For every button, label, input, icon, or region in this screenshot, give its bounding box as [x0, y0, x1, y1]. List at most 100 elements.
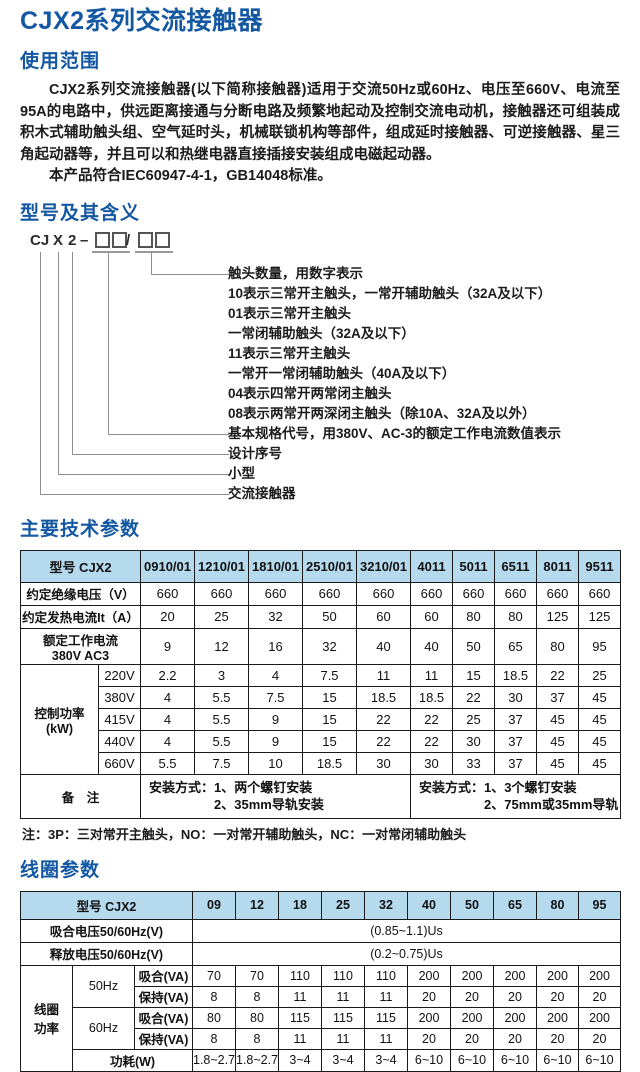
- cell: 6511: [494, 549, 538, 583]
- cell: 30: [494, 685, 538, 709]
- cell: 45: [578, 685, 622, 709]
- connector-line-contacts: [151, 251, 229, 275]
- cell: 115: [278, 1006, 322, 1029]
- cell: 22: [452, 685, 496, 709]
- model-label-line: 基本规格代号，用380V、AC-3的额定工作电流数值表示: [228, 425, 562, 441]
- connector-line-series: [72, 251, 229, 455]
- cell: 2.2: [140, 663, 196, 687]
- cell: 200: [536, 1006, 579, 1029]
- cell: 37: [494, 729, 538, 753]
- row-label-cell: 60Hz: [72, 1006, 135, 1050]
- cell: 660: [410, 581, 454, 606]
- table-row: 60Hz 吸合(VA) 80 80 115 115 115 200 200 20…: [21, 1006, 621, 1050]
- main-params-table: 型号 CJX2 0910/01 1210/01 1810/01 2510/01 …: [19, 549, 622, 819]
- cell: 115: [321, 1006, 365, 1029]
- cell: 7.5: [302, 663, 358, 687]
- cell: 660: [452, 581, 496, 606]
- model-label-line: 一常闭辅助触头（32A及以下）: [228, 325, 415, 341]
- row-label-cell: 吸合电压50/60Hz(V): [20, 918, 193, 943]
- row-label-cell: 备 注: [19, 773, 142, 819]
- cell: 20: [493, 1027, 537, 1050]
- cell: 20: [493, 985, 537, 1008]
- cell: 20: [536, 1027, 579, 1050]
- model-code-size: X: [53, 231, 64, 249]
- cell: 10: [248, 751, 304, 775]
- connector-line-size: [58, 251, 229, 475]
- cell: 22: [356, 707, 412, 731]
- cell: 1210/01: [194, 549, 250, 583]
- cell: 65: [493, 890, 537, 920]
- cell: 660: [356, 581, 412, 606]
- cell: 5.5: [140, 751, 196, 775]
- row-label-line: 功率: [33, 1022, 59, 1036]
- cell: (0.85~1.1)Us: [192, 918, 621, 943]
- cell: 9: [140, 627, 196, 665]
- cell: 45: [536, 751, 580, 775]
- mounting-note-left-cell: 安装方式：1、两个螺钉安装 2、35mm导轨安装: [140, 773, 412, 819]
- cell: 110: [321, 964, 365, 987]
- cell: 8: [192, 1027, 236, 1050]
- cell: 70: [192, 964, 236, 987]
- cell: 5011: [452, 549, 496, 583]
- cell: 15: [452, 663, 496, 687]
- table-row: 吸合电压50/60Hz(V) (0.85~1.1)Us: [20, 918, 621, 943]
- cell: 32: [248, 604, 304, 629]
- mounting-note-line: 2、75mm或35mm导轨: [484, 797, 619, 812]
- model-code-spec-boxes: [92, 231, 130, 253]
- cell: 65: [494, 627, 538, 665]
- cell: 4: [140, 707, 196, 731]
- cell: 11: [364, 985, 408, 1008]
- cell: (0.2~0.75)Us: [192, 941, 621, 966]
- row-label-cell: 415V: [97, 707, 142, 731]
- model-label-line: 08表示两常开两深闭主触头（除10A、32A及以外）: [228, 405, 536, 421]
- cell: 45: [578, 707, 622, 731]
- cell: 80: [235, 1006, 279, 1029]
- row-label-cell: 660V: [97, 751, 142, 775]
- row-label-line: 线圈: [33, 1003, 59, 1017]
- cell: 12: [194, 627, 250, 665]
- cell: 32: [302, 627, 358, 665]
- cell: 20: [140, 604, 196, 629]
- code-box: [155, 231, 170, 248]
- cell: 45: [578, 729, 622, 753]
- cell: 200: [578, 964, 621, 987]
- cell: 11: [278, 1027, 322, 1050]
- row-label-cell: 220V: [97, 663, 142, 687]
- cell: 1.8~2.7: [192, 1048, 236, 1072]
- cell: 型号 CJX2: [19, 549, 142, 583]
- footnote: 注：3P：三对常开主触头，NO：一对常开辅助触头，NC：一对常闭辅助触头: [22, 826, 467, 842]
- row-label-cell: 380V: [97, 685, 142, 709]
- cell: 9511: [578, 549, 622, 583]
- table-row: 约定绝缘电压（V） 660 660 660 660 660 660 660 66…: [19, 581, 622, 606]
- model-label-line: 10表示三常开主触头，一常开辅助触头（32A及以下）: [228, 285, 552, 301]
- cell: 660: [194, 581, 250, 606]
- cell: 12: [235, 890, 279, 920]
- row-label-line: 额定工作电流: [43, 633, 119, 648]
- row-label-line: (kW): [45, 721, 74, 736]
- table-row: 约定发热电流It（A） 20 25 32 50 60 60 80 80 125 …: [19, 604, 622, 629]
- cell: 40: [410, 627, 454, 665]
- table-header-row: 型号 CJX2 0910/01 1210/01 1810/01 2510/01 …: [19, 549, 622, 583]
- cell: 16: [248, 627, 304, 665]
- table-row: 440V 4 5.5 9 15 22 22 30 37 45 45: [21, 729, 622, 753]
- row-label-cell: 50Hz: [72, 964, 135, 1008]
- cell: 11: [278, 985, 322, 1008]
- model-label-line: 01表示三常开主触头: [228, 305, 352, 321]
- model-code-prefix: CJ: [30, 231, 50, 249]
- cell: 25: [321, 890, 365, 920]
- cell: 37: [536, 685, 580, 709]
- cell: 50: [452, 627, 496, 665]
- cell: 33: [452, 751, 496, 775]
- coil-params-table: 型号 CJX2 09 12 18 25 32 40 50 65 80 95 吸合…: [20, 890, 621, 1072]
- cell: 9: [248, 707, 304, 731]
- cell: 200: [536, 964, 579, 987]
- cell: 3~4: [364, 1048, 408, 1072]
- cell: 660: [494, 581, 538, 606]
- row-label-cell: 释放电压50/60Hz(V): [20, 941, 193, 966]
- cell: 11: [364, 1027, 408, 1050]
- cell: 115: [364, 1006, 408, 1029]
- section-heading-model: 型号及其含义: [20, 202, 141, 224]
- model-code-contact-boxes: [135, 231, 173, 253]
- cell: 40: [356, 627, 412, 665]
